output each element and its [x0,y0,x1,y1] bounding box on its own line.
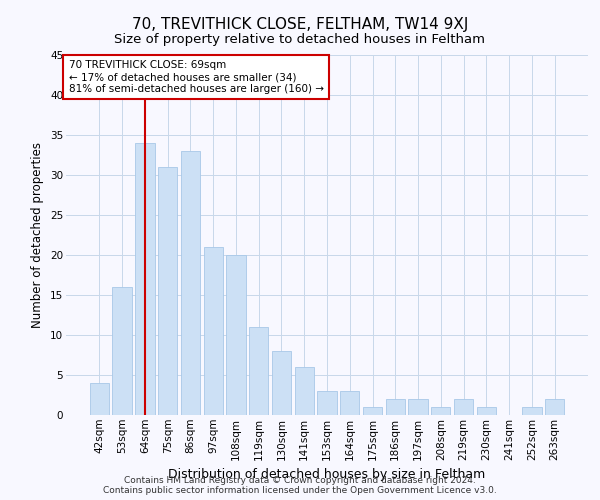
Bar [135,143,155,415]
Text: Contains public sector information licensed under the Open Government Licence v3: Contains public sector information licen… [103,486,497,495]
Bar [272,351,291,415]
Bar [90,383,109,415]
Bar [203,247,223,415]
Bar [295,367,314,415]
Bar [476,407,496,415]
Bar [363,407,382,415]
Bar [112,287,132,415]
Bar [454,399,473,415]
Text: Contains HM Land Registry data © Crown copyright and database right 2024.: Contains HM Land Registry data © Crown c… [124,476,476,485]
Bar [226,255,245,415]
Y-axis label: Number of detached properties: Number of detached properties [31,142,44,328]
Bar [249,327,268,415]
Bar [386,399,405,415]
Bar [317,391,337,415]
Bar [340,391,359,415]
Bar [181,151,200,415]
Text: 70, TREVITHICK CLOSE, FELTHAM, TW14 9XJ: 70, TREVITHICK CLOSE, FELTHAM, TW14 9XJ [132,18,468,32]
X-axis label: Distribution of detached houses by size in Feltham: Distribution of detached houses by size … [169,468,485,481]
Text: 70 TREVITHICK CLOSE: 69sqm
← 17% of detached houses are smaller (34)
81% of semi: 70 TREVITHICK CLOSE: 69sqm ← 17% of deta… [68,60,323,94]
Text: Size of property relative to detached houses in Feltham: Size of property relative to detached ho… [115,32,485,46]
Bar [522,407,542,415]
Bar [409,399,428,415]
Bar [431,407,451,415]
Bar [545,399,564,415]
Bar [158,167,178,415]
